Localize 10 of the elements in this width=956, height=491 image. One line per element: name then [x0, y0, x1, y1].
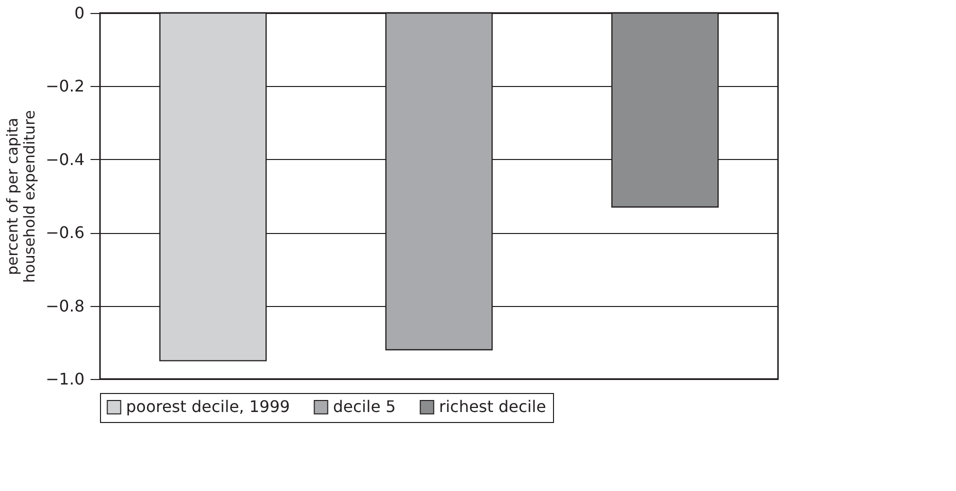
legend-label: poorest decile, 1999	[126, 397, 290, 416]
y-tick-label: 0	[74, 4, 84, 22]
legend-label: decile 5	[333, 397, 396, 416]
y-tick-label: −0.6	[46, 223, 84, 242]
y-axis-title: percent of per capita household expenditure	[4, 110, 39, 283]
y-tick-label: −0.4	[46, 150, 84, 169]
y-tick-label: −0.8	[46, 296, 84, 316]
y-tick-label: −1.0	[46, 370, 84, 388]
y-tick-label: −0.2	[46, 76, 84, 96]
legend-label: richest decile	[439, 397, 546, 416]
